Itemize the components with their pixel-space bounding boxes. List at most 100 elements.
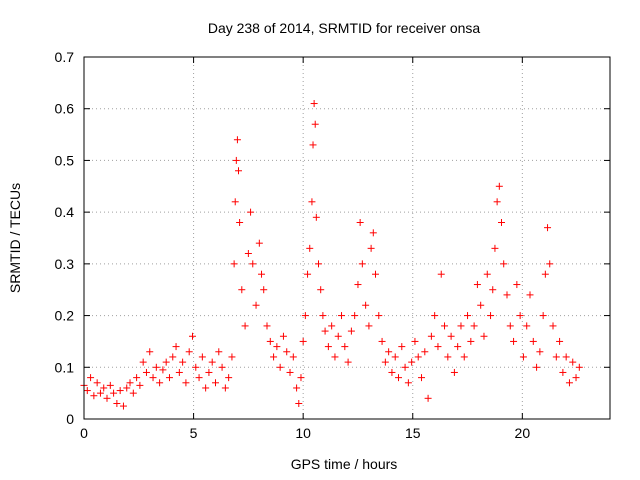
data-point (324, 343, 332, 351)
data-point (289, 353, 297, 361)
data-point (215, 348, 223, 356)
data-point (473, 281, 481, 289)
data-point (404, 379, 412, 387)
data-point (395, 374, 403, 382)
data-point (447, 332, 455, 340)
data-point (569, 358, 577, 366)
data-point (500, 260, 508, 268)
data-point (334, 332, 342, 340)
data-point (126, 379, 134, 387)
data-point (244, 250, 252, 258)
data-point (541, 270, 549, 278)
data-point (536, 348, 544, 356)
data-point (185, 348, 193, 356)
data-point (450, 368, 458, 376)
data-point (172, 343, 180, 351)
data-point (315, 260, 323, 268)
data-point (562, 353, 570, 361)
data-point (354, 281, 362, 289)
data-point (241, 322, 249, 330)
data-point (139, 358, 147, 366)
y-tick-label: 0.1 (55, 359, 75, 375)
x-tick-label: 10 (295, 425, 311, 441)
x-tick-label: 20 (515, 425, 531, 441)
y-tick-label: 0.4 (55, 204, 75, 220)
data-point (526, 291, 534, 299)
data-point (460, 353, 468, 361)
data-point (279, 332, 287, 340)
data-point (506, 322, 514, 330)
axis-ticks: 0 5 10 15 20 0 0.1 0.2 0.3 0.4 0.5 0.6 0.7 (55, 49, 610, 441)
data-point (260, 286, 268, 294)
x-tick-label: 0 (80, 425, 88, 441)
data-point (252, 301, 260, 309)
y-tick-label: 0 (66, 411, 74, 427)
data-point (162, 358, 170, 366)
data-point (457, 322, 465, 330)
data-point (338, 312, 346, 320)
data-point (110, 389, 118, 397)
data-point (116, 387, 124, 395)
data-point (539, 312, 547, 320)
data-point (83, 387, 91, 395)
data-point (467, 337, 475, 345)
data-point (411, 337, 419, 345)
data-point (356, 218, 364, 226)
data-point (195, 374, 203, 382)
data-point (319, 312, 327, 320)
data-point (247, 208, 255, 216)
data-point (513, 281, 521, 289)
data-point (295, 399, 303, 407)
data-point (100, 384, 108, 392)
data-point (87, 374, 95, 382)
data-point (556, 337, 564, 345)
data-point (317, 286, 325, 294)
data-point (270, 353, 278, 361)
data-point (388, 368, 396, 376)
data-point (331, 353, 339, 361)
data-point (385, 348, 393, 356)
data-point (565, 379, 573, 387)
data-point (572, 374, 580, 382)
data-point (113, 399, 121, 407)
data-point (232, 156, 240, 164)
data-point (519, 353, 527, 361)
data-point (421, 348, 429, 356)
data-point (401, 363, 409, 371)
data-point (152, 363, 160, 371)
data-point (263, 322, 271, 330)
data-point (258, 270, 266, 278)
data-point (236, 218, 244, 226)
x-tick-label: 5 (190, 425, 198, 441)
data-point (444, 353, 452, 361)
data-point (489, 286, 497, 294)
data-point (159, 366, 167, 374)
data-point (493, 198, 501, 206)
y-tick-label: 0.5 (55, 152, 75, 168)
x-tick-label: 15 (405, 425, 421, 441)
data-point (552, 353, 560, 361)
data-point (136, 381, 144, 389)
data-point (375, 312, 383, 320)
data-point (418, 374, 426, 382)
data-point (477, 301, 485, 309)
data-point (367, 244, 375, 252)
data-point (427, 332, 435, 340)
data-point (498, 218, 506, 226)
data-point (378, 337, 386, 345)
data-point (312, 213, 320, 221)
data-point (408, 358, 416, 366)
data-point (205, 368, 213, 376)
data-point (179, 358, 187, 366)
data-point (273, 343, 281, 351)
data-point (231, 198, 239, 206)
data-point (533, 363, 541, 371)
data-point (212, 379, 219, 387)
data-point (529, 337, 537, 345)
data-point (233, 136, 241, 144)
data-point (549, 322, 557, 330)
data-point (198, 353, 206, 361)
data-point (188, 332, 196, 340)
data-point (431, 312, 439, 320)
